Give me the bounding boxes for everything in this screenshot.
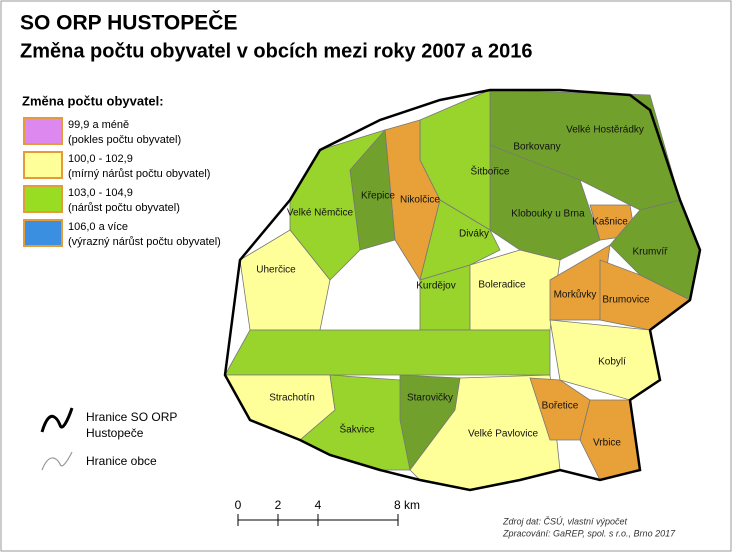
municipality-label: Krumvíř xyxy=(633,247,669,258)
boundary-label: Hranice obce xyxy=(86,454,157,468)
orp-boundary-icon xyxy=(40,407,74,433)
municipality-label: Starovičky xyxy=(407,393,453,404)
source-note: Zdroj dat: ČSÚ, vlastní výpočet xyxy=(502,516,628,526)
legend-label: 106,0 a více xyxy=(68,221,128,233)
scale-label: 0 xyxy=(235,498,242,512)
municipality-label: Brumovice xyxy=(602,295,650,306)
municipality-label: Borkovany xyxy=(513,142,560,153)
legend-label: (mírný nárůst počtu obyvatel) xyxy=(68,168,210,180)
scale-label: 8 km xyxy=(394,498,420,512)
municipality-label: Klobouky u Brna xyxy=(511,209,585,220)
legend-label: 100,0 - 102,9 xyxy=(68,153,133,165)
legend-swatch xyxy=(23,219,63,247)
legend-swatch xyxy=(23,185,63,213)
municipality-label: Šitbořice xyxy=(471,165,510,178)
legend-label: (výrazný nárůst počtu obyvatel) xyxy=(68,236,221,248)
boundary-label: Hustopeče xyxy=(86,426,144,440)
municipality-label: Kašnice xyxy=(592,217,628,228)
municipality-label: Velké Hostěrádky xyxy=(566,125,644,136)
municipality-label: Křepice xyxy=(361,191,395,202)
legend-swatch xyxy=(23,151,63,179)
title: SO ORP HUSTOPEČE xyxy=(20,11,237,35)
municipality-area xyxy=(239,229,331,331)
subtitle: Změna počtu obyvatel v obcích mezi roky … xyxy=(20,40,532,62)
municipality-label: Šakvice xyxy=(339,423,374,436)
legend-label: (nárůst počtu obyvatel) xyxy=(68,202,180,214)
municipality-label: Boleradice xyxy=(478,280,526,291)
municipality-area xyxy=(224,329,551,376)
municipality-label: Vrbice xyxy=(593,438,621,449)
legend-label: (pokles počtu obyvatel) xyxy=(68,134,181,146)
municipality-label: Velké Pavlovice xyxy=(468,429,538,440)
scale-label: 4 xyxy=(315,498,322,512)
legend-label: 99,9 a méně xyxy=(68,119,129,131)
boundary-label: Hranice SO ORP xyxy=(86,410,177,424)
orp-boundary xyxy=(223,88,702,492)
municipality-label: Diváky xyxy=(459,229,489,240)
municipality-label: Uherčice xyxy=(256,265,296,276)
municipality-label: Velké Němčice xyxy=(287,208,354,219)
municipalities xyxy=(224,89,701,491)
legend-swatch xyxy=(23,117,63,145)
legend-title: Změna počtu obyvatel: xyxy=(22,93,164,108)
municipality-label: Morkůvky xyxy=(554,289,597,301)
municipality-label: Strachotín xyxy=(269,393,315,404)
legend-label: 103,0 - 104,9 xyxy=(68,187,133,199)
municipality-label: Kobylí xyxy=(598,357,626,368)
municipality-label: Kurdějov xyxy=(416,281,455,292)
source-note: Zpracování: GaREP, spol. s r.o., Brno 20… xyxy=(502,528,676,538)
muni-boundary-icon xyxy=(41,451,73,471)
scale-label: 2 xyxy=(275,498,282,512)
municipality-area xyxy=(419,199,501,281)
municipality-label: Bořetice xyxy=(542,401,579,412)
municipality-label: Nikolčice xyxy=(400,195,440,206)
